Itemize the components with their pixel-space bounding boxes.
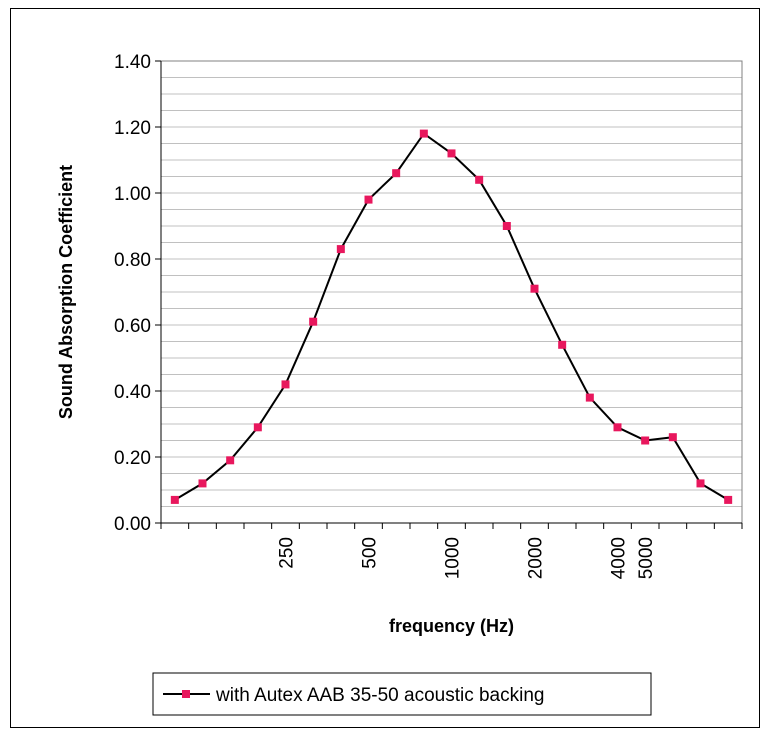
x-axis-ticks: 250 500 1000 2000 4000 5000 bbox=[160, 523, 743, 579]
legend-marker bbox=[182, 690, 190, 698]
y-tick-label: 0.00 bbox=[114, 514, 151, 535]
data-point bbox=[364, 195, 373, 204]
data-point bbox=[281, 380, 290, 389]
data-point bbox=[641, 436, 650, 445]
data-point bbox=[392, 169, 401, 178]
y-axis-label: Sound Absorption Coefficient bbox=[56, 165, 76, 419]
data-point bbox=[447, 149, 456, 158]
data-point bbox=[198, 479, 207, 488]
y-tick-label: 1.20 bbox=[114, 118, 151, 139]
data-point bbox=[336, 245, 345, 254]
x-tick-label: 4000 bbox=[609, 537, 630, 579]
data-point bbox=[724, 495, 733, 504]
data-point bbox=[668, 433, 677, 442]
gridlines bbox=[161, 77, 742, 507]
y-tick-label: 0.80 bbox=[114, 250, 151, 271]
data-point bbox=[502, 222, 511, 230]
data-point bbox=[253, 423, 262, 432]
series-group bbox=[170, 129, 733, 504]
data-point bbox=[309, 317, 318, 326]
series-line bbox=[174, 132, 729, 501]
legend-label: with Autex AAB 35-50 acoustic backing bbox=[215, 685, 544, 706]
y-tick-label: 0.40 bbox=[114, 382, 151, 403]
data-point bbox=[419, 129, 428, 138]
y-axis-ticks: 0.00 0.20 0.40 0.60 0.80 1.00 1.20 1.40 bbox=[114, 52, 742, 535]
data-point bbox=[475, 175, 484, 184]
data-point bbox=[585, 393, 594, 402]
y-tick-label: 0.20 bbox=[114, 448, 151, 469]
data-point bbox=[558, 340, 567, 349]
data-point bbox=[530, 284, 539, 293]
chart-frame bbox=[10, 8, 760, 728]
y-tick-label: 1.40 bbox=[114, 52, 151, 73]
data-point bbox=[613, 423, 622, 432]
data-point bbox=[696, 479, 705, 488]
y-tick-label: 0.60 bbox=[114, 316, 151, 337]
data-point bbox=[170, 495, 179, 504]
x-tick-label: 250 bbox=[277, 537, 298, 569]
y-tick-label: 1.00 bbox=[114, 184, 151, 205]
legend-box bbox=[152, 672, 652, 716]
data-point bbox=[226, 456, 235, 465]
x-axis-label: frequency (Hz) bbox=[389, 616, 514, 636]
x-tick-label: 1000 bbox=[443, 537, 464, 579]
x-tick-label: 2000 bbox=[526, 537, 547, 579]
x-tick-label: 5000 bbox=[636, 537, 657, 579]
legend: with Autex AAB 35-50 acoustic backing bbox=[152, 672, 652, 716]
x-tick-label: 500 bbox=[360, 537, 381, 569]
